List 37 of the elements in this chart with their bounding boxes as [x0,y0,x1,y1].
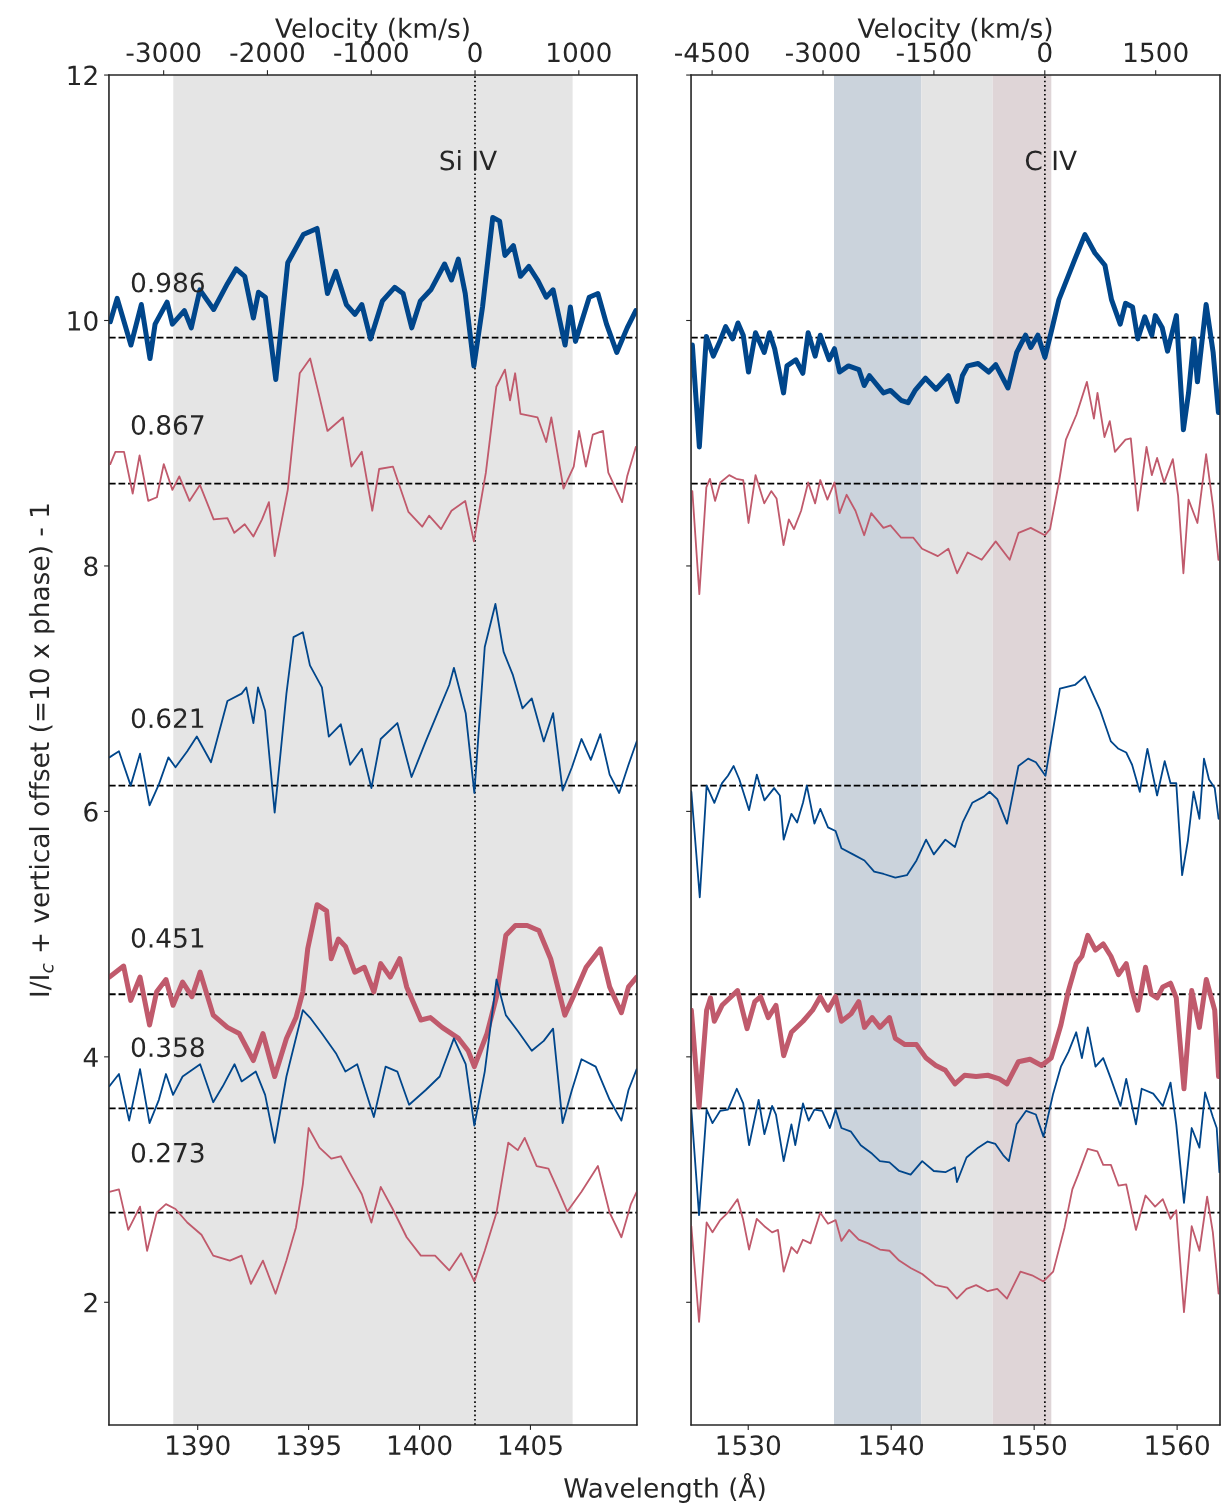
series-label: 0.621 [131,708,204,729]
x-tick-label: 1390 [167,1435,230,1456]
y-tick-label: 6 [84,801,98,822]
series-label: 0.358 [131,1037,204,1058]
x-tick-label: 1395 [277,1435,340,1456]
line-series [108,603,637,814]
x2-tick-label: -1000 [334,42,408,63]
x2-tick-label: -3000 [785,42,860,63]
x-tick-label: 1560 [1146,1435,1209,1456]
series-label: 0.451 [131,927,204,948]
x2-tick-label: -1500 [896,42,971,63]
x-tick-label: 1550 [1003,1435,1066,1456]
y-axis-title: I/I$_{c}$ + vertical offset (=10 x phase) - 1 [28,504,55,996]
x2-tick-label: 0 [1038,42,1052,63]
x2-tick-label: -2000 [230,42,305,63]
x-tick-label: 1530 [717,1435,781,1456]
y-tick-label: 4 [83,1047,98,1067]
y-tick-label: 10 [68,310,98,331]
x2-tick-label: 1500 [1125,42,1188,63]
x2-tick-label: -4500 [675,42,749,63]
y-tick-label: 12 [68,65,97,86]
x2-tick-label: 0 [468,42,482,63]
x-tick-label: 1405 [499,1435,562,1456]
x2-tick-label: -3000 [126,42,201,63]
line-series [108,1127,637,1295]
x-axis-title: Wavelength (Å) [564,1473,765,1503]
x-tick-label: 1400 [388,1435,452,1456]
annotation: C IV [1025,150,1077,171]
x2-tick-label: 1000 [548,42,611,63]
series-label: 0.273 [131,1142,204,1163]
y-tick-label: 2 [84,1292,97,1313]
series-label: 0.867 [131,414,204,435]
y-tick-label: 8 [84,556,98,577]
line-series [108,978,637,1144]
line-series [109,357,637,558]
x-tick-label: 1540 [860,1435,924,1456]
series-label: 0.986 [131,272,204,293]
